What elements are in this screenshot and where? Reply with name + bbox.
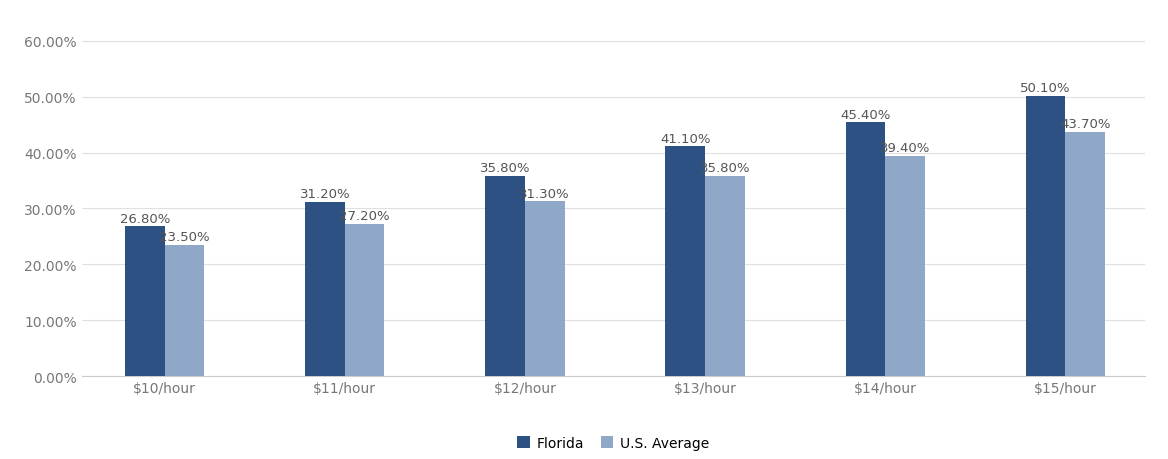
Text: 23.50%: 23.50% (159, 230, 210, 244)
Text: 27.20%: 27.20% (339, 210, 390, 223)
Text: 26.80%: 26.80% (119, 212, 171, 225)
Bar (345, 224, 384, 376)
Bar (1026, 97, 1065, 376)
Bar (1065, 133, 1105, 376)
Text: 50.10%: 50.10% (1021, 82, 1071, 95)
Bar (846, 123, 885, 376)
Text: 43.70%: 43.70% (1059, 118, 1111, 131)
Bar (165, 245, 204, 376)
Text: 35.80%: 35.80% (700, 162, 750, 175)
Bar (305, 202, 345, 376)
Text: 45.40%: 45.40% (840, 108, 890, 122)
Bar (666, 147, 705, 376)
Text: 41.10%: 41.10% (660, 133, 710, 146)
Bar (885, 157, 925, 376)
Bar (125, 227, 165, 376)
Bar (705, 177, 745, 376)
Text: 31.30%: 31.30% (520, 187, 570, 200)
Text: 31.20%: 31.20% (300, 188, 350, 201)
Text: 39.40%: 39.40% (880, 142, 930, 155)
Bar (524, 202, 564, 376)
Legend: Florida, U.S. Average: Florida, U.S. Average (512, 431, 715, 455)
Bar (485, 177, 524, 376)
Text: 35.80%: 35.80% (480, 162, 530, 175)
